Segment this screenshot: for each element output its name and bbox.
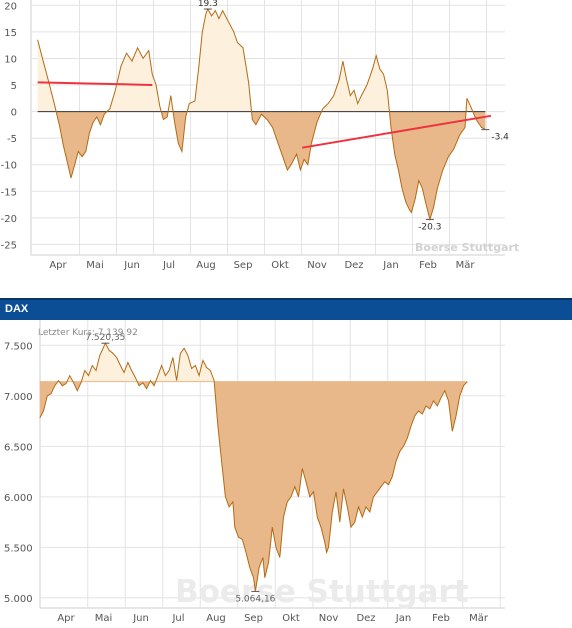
x-tick-label: Jun [123, 260, 140, 271]
x-tick-label: Apr [57, 613, 75, 624]
annotations: 7.520,35 5.064,16 [85, 333, 275, 604]
price-line [37, 7, 486, 222]
svg-text:Boerse Stuttgart: Boerse Stuttgart [175, 574, 469, 610]
tick-labels: Apr Mai Jun Jul Aug Sep Okt Nov Dez Jan Feb Mär 7.50… [4, 341, 489, 624]
x-tick-label: Feb [419, 260, 437, 271]
y-tick-label: 6.500 [4, 442, 33, 453]
x-tick-label: Jun [132, 613, 149, 624]
x-tick-label: Dez [356, 613, 375, 624]
x-tick-label: Feb [432, 613, 450, 624]
svg-text:Boerse Stuttgart: Boerse Stuttgart [415, 241, 519, 254]
annotations: 19.3 -20.3 -3.4 [198, 0, 509, 232]
relative-performance-chart: Apr Mai Jun Jul Aug Sep Okt Nov Dez Jan Feb Mär 20 15… [0, 0, 572, 290]
series-line [39, 342, 468, 592]
annotation-label: 5.064,16 [235, 594, 275, 604]
x-tick-label: Mär [469, 613, 489, 624]
y-tick-label: 6.000 [4, 493, 33, 504]
area-fill [37, 9, 486, 220]
y-tick-label: 10 [4, 54, 17, 65]
x-tick-label: Sep [234, 260, 253, 271]
trend-lines [37, 81, 492, 149]
dax-header: DAX [0, 298, 572, 320]
x-tick-label: Mai [86, 260, 104, 271]
x-tick-label: Jul [162, 260, 175, 271]
trend-line [37, 81, 153, 86]
trend-line [302, 114, 492, 149]
boerse-stuttgart-watermark: Boerse Stuttgart [415, 241, 519, 254]
y-tick-label: 15 [4, 28, 17, 39]
x-tick-label: Aug [206, 613, 226, 624]
dax-title: DAX [5, 303, 29, 315]
y-tick-label: 20 [4, 1, 17, 12]
annotation-label: -3.4 [491, 133, 509, 143]
x-tick-label: Jul [171, 613, 184, 624]
y-tick-label: 5.000 [4, 594, 33, 605]
y-tick-label: -20 [1, 214, 17, 225]
y-tick-label: 7.500 [4, 341, 33, 352]
y-tick-label: 0 [11, 108, 17, 119]
y-tick-label: -25 [1, 240, 17, 251]
x-tick-label: Nov [319, 613, 339, 624]
y-tick-label: -5 [7, 134, 17, 145]
y-tick-label: 7.000 [4, 392, 33, 403]
y-tick-label: -15 [1, 187, 17, 198]
annotation-label: 19.3 [198, 0, 218, 9]
boerse-stuttgart-watermark: Boerse Stuttgart [175, 574, 469, 610]
area-below-baseline [37, 111, 486, 220]
price-line [39, 342, 468, 592]
annotation-label: 7.520,35 [85, 333, 125, 343]
x-tick-label: Aug [196, 260, 216, 271]
area-below-baseline [39, 381, 468, 592]
dax-price-chart: Letzter Kurs: 7.139,92 Boerse Stuttgart … [0, 320, 572, 628]
y-tick-label: 5 [11, 81, 17, 92]
x-tick-label: Mai [95, 613, 113, 624]
x-tick-label: Nov [307, 260, 327, 271]
x-tick-label: Apr [49, 260, 67, 271]
x-tick-label: Jan [382, 260, 398, 271]
x-tick-label: Dez [344, 260, 363, 271]
area-above-baseline [37, 9, 473, 112]
x-tick-label: Okt [282, 613, 300, 624]
annotation-label: -20.3 [418, 222, 441, 232]
series-line [37, 7, 486, 222]
x-tick-label: Mär [456, 260, 476, 271]
x-tick-label: Sep [244, 613, 263, 624]
x-tick-label: Okt [271, 260, 289, 271]
y-tick-label: 5.500 [4, 543, 33, 554]
y-tick-label: -10 [1, 161, 17, 172]
x-tick-label: Jan [395, 613, 411, 624]
tick-labels: Apr Mai Jun Jul Aug Sep Okt Nov Dez Jan Feb Mär 20 15… [1, 1, 476, 271]
